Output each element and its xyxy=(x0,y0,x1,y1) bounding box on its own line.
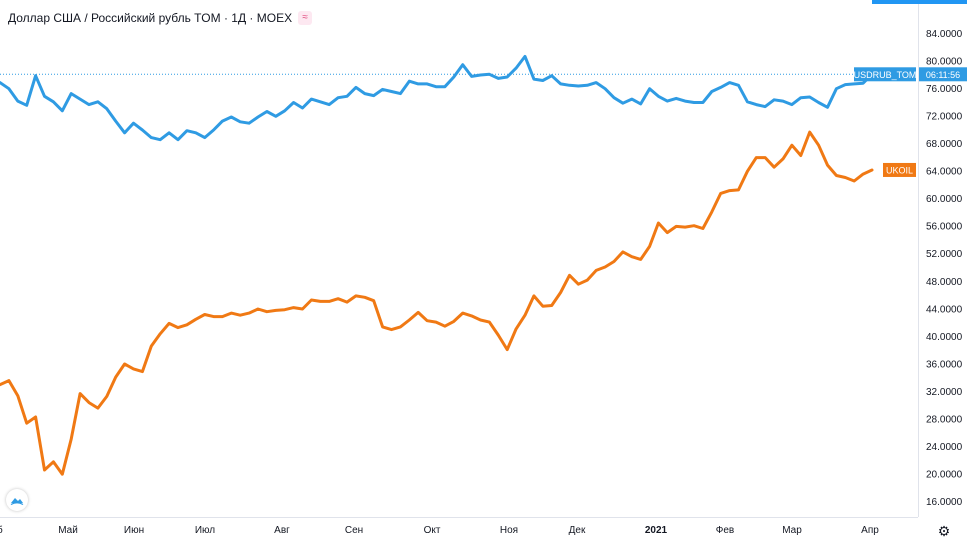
x-tick-label: Ноя xyxy=(500,525,518,536)
y-tick-label: 20.0000 xyxy=(926,469,963,480)
logo-badge[interactable] xyxy=(6,489,28,511)
price-countdown-label: 06:11:56 xyxy=(926,70,960,80)
series-line-usdrub_tom[interactable] xyxy=(0,54,874,142)
price-countdown-tag xyxy=(919,67,967,82)
y-tick-label: 44.0000 xyxy=(926,304,963,315)
series-line-ukoil[interactable] xyxy=(0,130,874,476)
series-name-tag xyxy=(854,67,916,82)
y-tick-label: 80.0000 xyxy=(926,57,963,68)
y-tick-label: 32.0000 xyxy=(926,387,963,398)
mountain-logo-icon xyxy=(10,498,24,506)
series-layer xyxy=(0,54,918,476)
indicator-wave-icon[interactable]: ≈ xyxy=(298,11,313,25)
settings-gear-icon[interactable]: ⚙ xyxy=(937,523,951,539)
y-tick-label: 68.0000 xyxy=(926,139,963,150)
symbol-title[interactable]: Доллар США / Российский рубль TOM · 1Д ·… xyxy=(8,11,293,25)
x-tick-label: Авг xyxy=(274,525,290,536)
x-tick-label: Май xyxy=(58,525,78,536)
x-tick-label: Сен xyxy=(345,525,363,536)
header-accent-strip xyxy=(872,0,967,4)
x-tick-label: Фев xyxy=(716,525,734,536)
y-tick-label: 52.0000 xyxy=(926,249,963,260)
x-tick-label: 2021 xyxy=(645,525,668,536)
y-tick-label: 56.0000 xyxy=(926,222,963,233)
x-tick-label: Апр xyxy=(861,525,879,536)
y-tick-label: 76.0000 xyxy=(926,84,963,95)
x-tick-label: Мар xyxy=(782,525,802,536)
y-tick-label: 28.0000 xyxy=(926,414,963,425)
x-axis: б Май Июн Июл Авг Сен Окт Ноя Дек 2021 Фев Мар Апр xyxy=(0,524,879,536)
series-name-label: UKOIL xyxy=(886,165,913,175)
last-value-labels: USDRUB_TOM 06:11:56 UKOIL xyxy=(854,67,967,177)
y-tick-label: 16.0000 xyxy=(926,497,963,508)
x-tick-label: Июл xyxy=(195,525,215,536)
y-tick-label: 48.0000 xyxy=(926,277,963,288)
y-tick-label: 40.0000 xyxy=(926,332,963,343)
y-tick-label: 36.0000 xyxy=(926,359,963,370)
x-tick-label: Июн xyxy=(124,525,144,536)
x-tick-label-partial: б xyxy=(0,524,3,536)
y-tick-label: 24.0000 xyxy=(926,442,963,453)
series-name-tag xyxy=(883,162,916,177)
x-tick-label: Дек xyxy=(569,525,586,536)
y-tick-label: 60.0000 xyxy=(926,194,963,205)
symbol-legend[interactable]: Доллар США / Российский рубль TOM · 1Д ·… xyxy=(8,9,313,27)
y-tick-label: 84.0000 xyxy=(926,29,963,40)
x-tick-label: Окт xyxy=(424,525,441,536)
y-tick-label: 72.0000 xyxy=(926,112,963,123)
y-tick-label: 64.0000 xyxy=(926,167,963,178)
y-axis: 84.0000 80.0000 76.0000 72.0000 68.0000 64.00… xyxy=(926,29,963,508)
series-name-label: USDRUB_TOM xyxy=(854,70,917,80)
